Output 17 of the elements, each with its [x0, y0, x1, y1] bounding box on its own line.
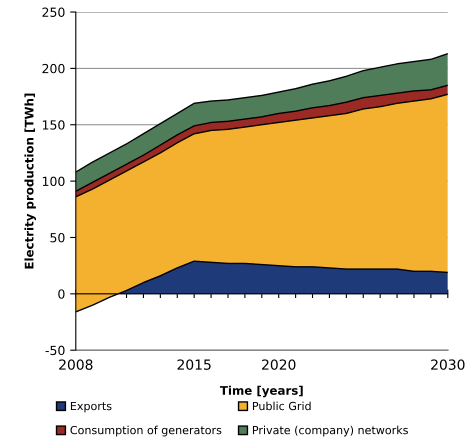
y-axis-title: Electrity production [TWh]: [24, 94, 36, 268]
legend-label: Exports: [70, 402, 112, 412]
x-tick-label: 2008: [59, 359, 93, 370]
y-tick-label: 250: [42, 7, 65, 17]
x-axis-title: Time [years]: [220, 386, 303, 398]
legend-label: Public Grid: [252, 402, 311, 410]
y-tick-label: 50: [50, 232, 65, 242]
y-tick-label: 100: [42, 176, 65, 186]
x-tick-label: 2030: [431, 359, 465, 370]
x-tick-label: 2015: [178, 359, 211, 370]
y-tick-label: 0: [58, 289, 65, 299]
y-tick-label: 150: [42, 120, 65, 130]
legend-label: Private (company) networks: [252, 426, 408, 436]
x-tick-label: 2020: [262, 359, 296, 370]
y-tick-label: 200: [42, 64, 65, 74]
y-tick-label: -50: [46, 346, 65, 356]
legend-label: Consumption of generators: [70, 426, 222, 436]
